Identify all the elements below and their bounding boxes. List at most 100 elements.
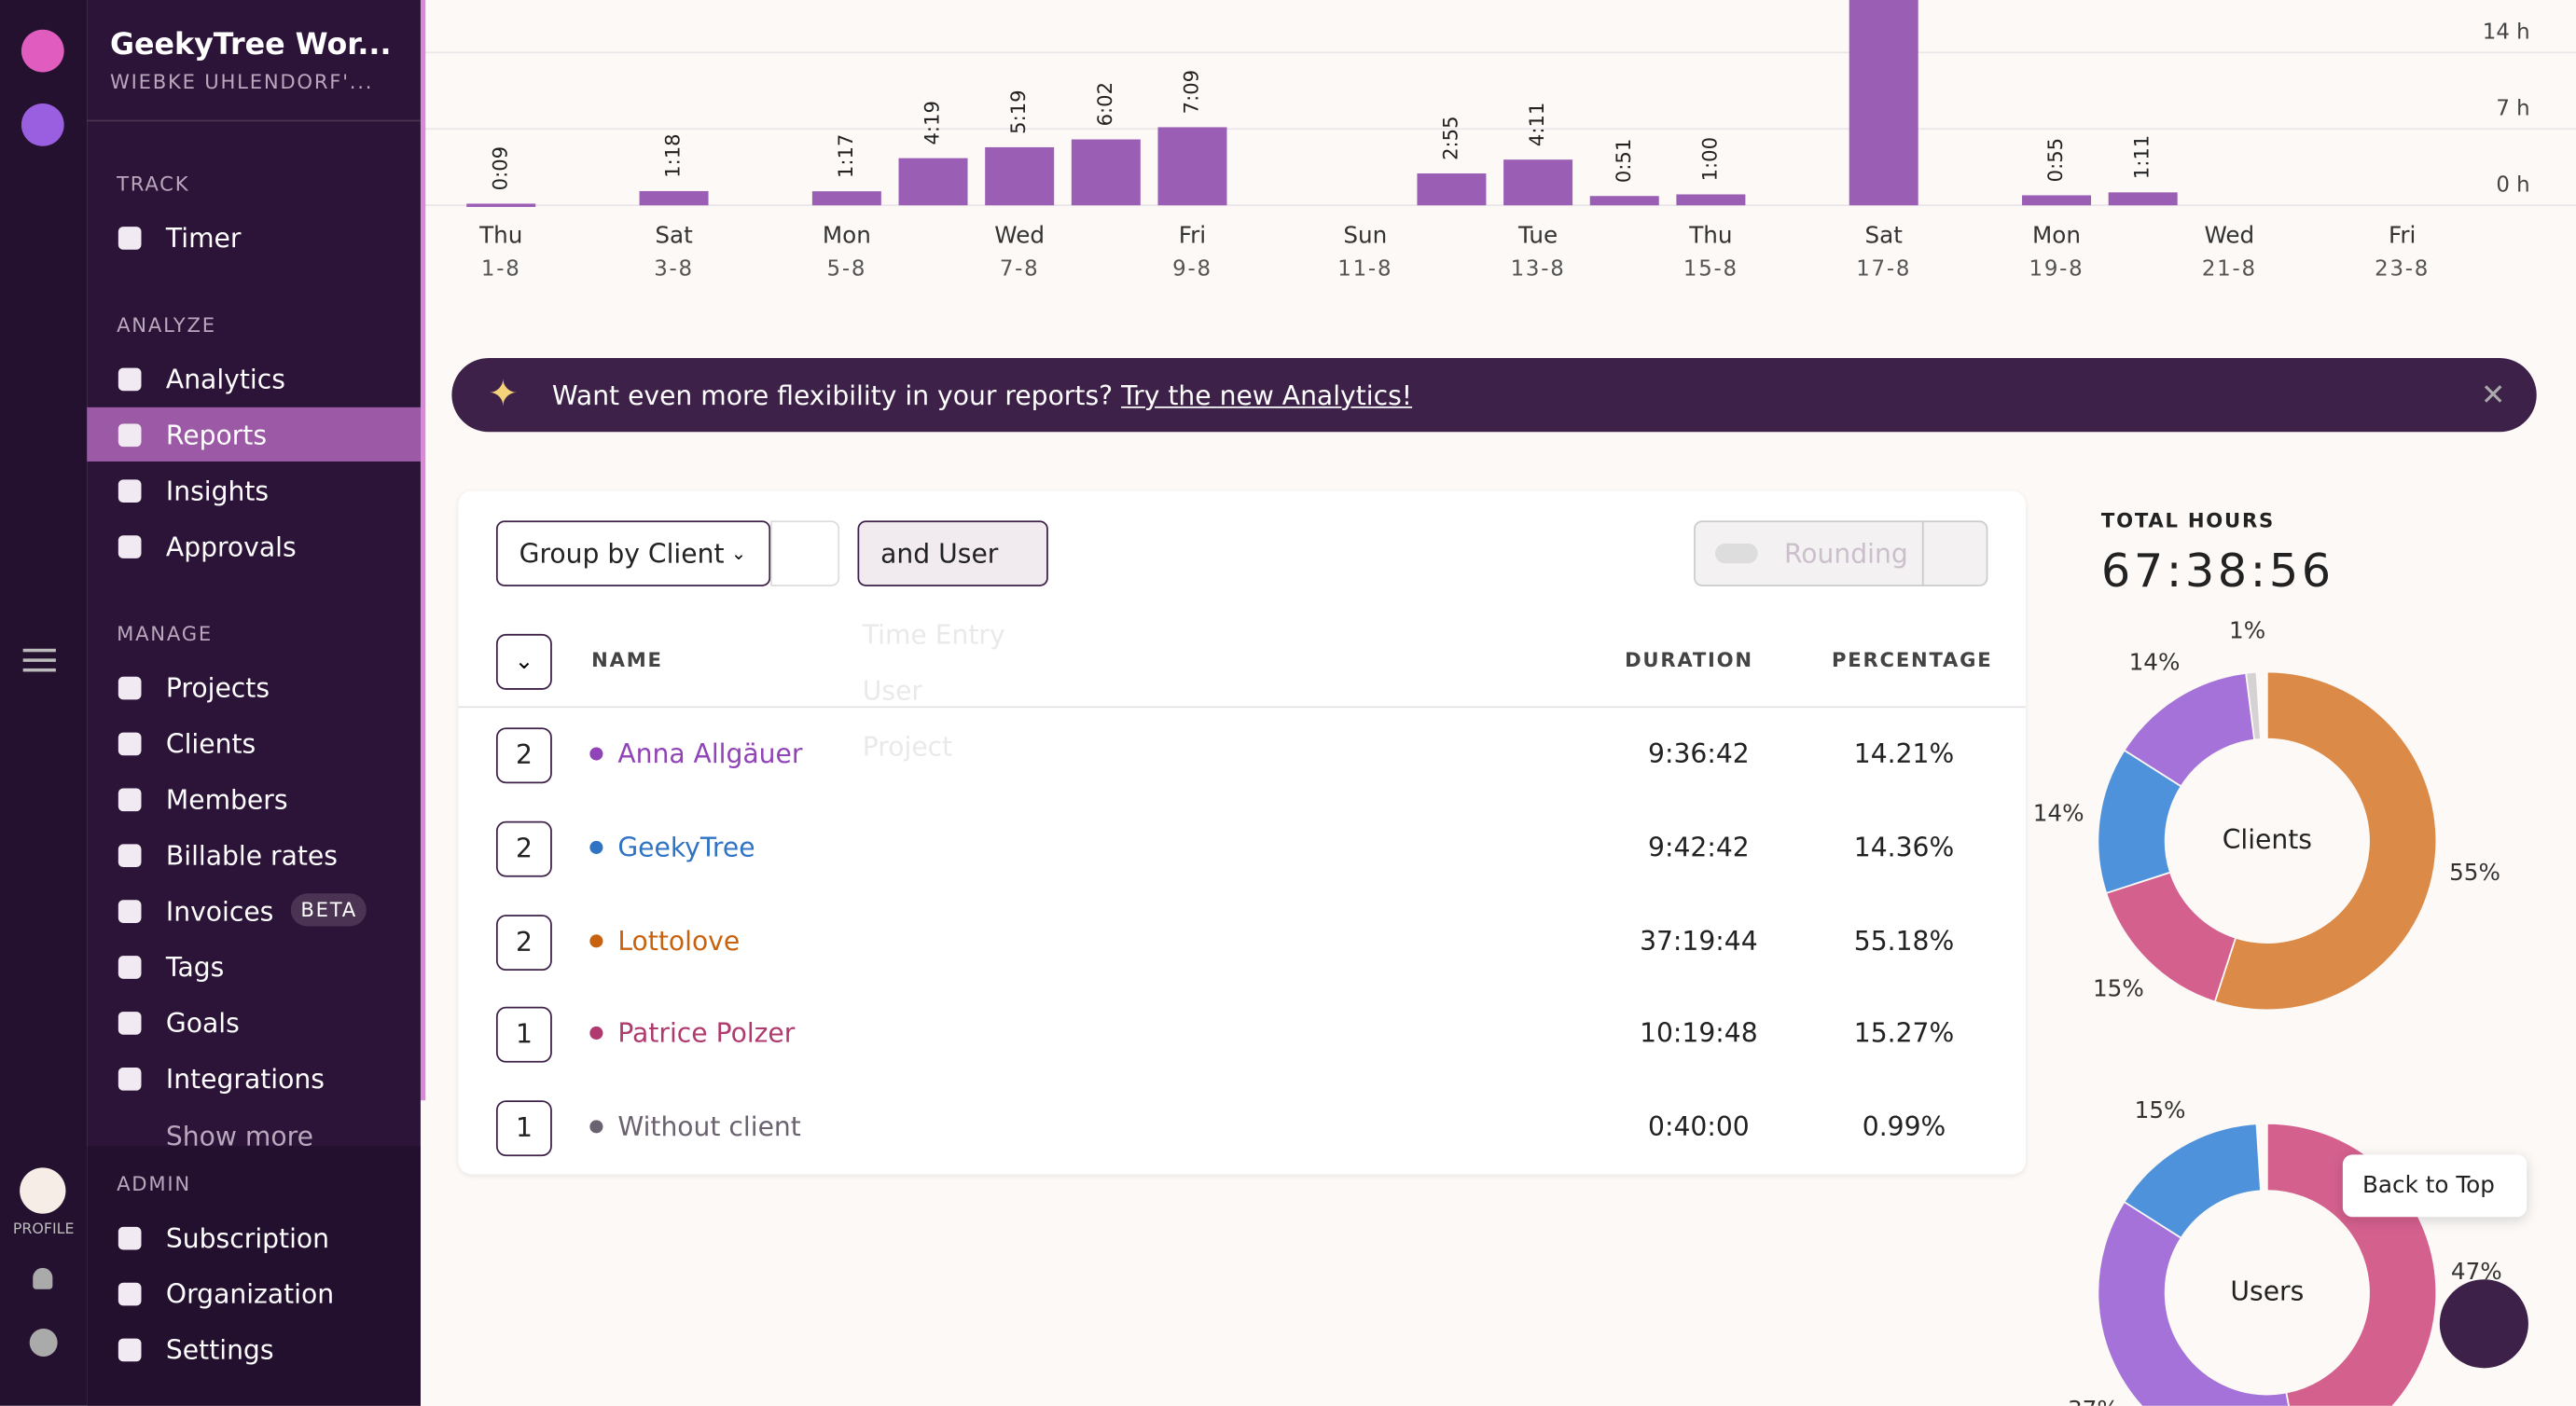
track-app-button[interactable]: [21, 103, 64, 146]
row-percentage: 14.21%: [1853, 737, 1955, 770]
and-user-select[interactable]: and User: [857, 520, 1048, 586]
nav-icon: [118, 1338, 142, 1362]
x-tick-date: 3-8: [654, 256, 694, 281]
nav-icon: [118, 423, 142, 448]
count-badge[interactable]: 2: [495, 914, 552, 971]
row-name[interactable]: GeekyTree: [617, 831, 755, 863]
row-percentage: 14.36%: [1853, 831, 1955, 863]
nav-item[interactable]: Subscription: [165, 1222, 330, 1254]
count-badge[interactable]: 2: [495, 820, 552, 877]
row-duration: 10:19:48: [1640, 1017, 1758, 1050]
x-tick-label: Fri: [1179, 222, 1206, 249]
row-name[interactable]: Without client: [617, 1110, 801, 1143]
nav-item[interactable]: Tags: [165, 951, 225, 984]
count-badge[interactable]: 1: [495, 1007, 552, 1064]
row-name[interactable]: Patrice Polzer: [617, 1017, 796, 1050]
nav-item[interactable]: Projects: [165, 672, 270, 704]
nav-item[interactable]: Members: [165, 784, 288, 816]
count-badge[interactable]: 1: [495, 1100, 552, 1157]
value-label: 0:55: [2043, 138, 2067, 182]
x-tick-date: 15-8: [1683, 256, 1738, 281]
y-tick-label: 0 h: [2496, 173, 2529, 198]
workspace-name[interactable]: GeekyTree Wor...: [110, 27, 392, 62]
profile-label: PROFILE: [12, 1221, 75, 1239]
nav-item[interactable]: Timer: [165, 222, 242, 255]
rounding-toggle[interactable]: Rounding: [1694, 520, 1924, 586]
x-tick-label: Fri: [2389, 222, 2416, 249]
slice-label: 1%: [2229, 616, 2265, 643]
x-tick-date: 19-8: [2029, 256, 2084, 281]
sidebar: GeekyTree Wor... WIEBKE UHLENDORF'... TR…: [87, 0, 421, 1406]
timer-button[interactable]: [21, 29, 64, 73]
nav-icon: [118, 1067, 142, 1091]
nav-item[interactable]: Clients: [165, 728, 256, 760]
row-percentage: 15.27%: [1853, 1017, 1955, 1050]
slice-label: 14%: [2129, 649, 2181, 676]
summary-panel: TOTAL HOURS 67:38:56: [2037, 492, 2576, 1405]
show-more[interactable]: Show more: [165, 1121, 313, 1152]
x-tick-date: 1-8: [481, 256, 521, 281]
y-tick-label: 14 h: [2483, 21, 2530, 45]
chat-button[interactable]: [2439, 1279, 2528, 1369]
value-label: 6:02: [1093, 82, 1116, 126]
group-by-select[interactable]: Group by Client ⌄: [495, 520, 771, 586]
value-label: 1:17: [834, 134, 857, 178]
section-title: ADMIN: [117, 1172, 191, 1196]
donut-slice: [2245, 670, 2262, 741]
bar: [898, 158, 968, 206]
report-card: Group by Client ⌄ and User Time Entry Use…: [458, 490, 2026, 1175]
sparkle-icon: ✦: [488, 374, 519, 416]
menu-option[interactable]: User: [862, 674, 923, 707]
nav-item[interactable]: Invoices: [165, 895, 274, 928]
row-name[interactable]: Lottolove: [617, 924, 741, 957]
color-dot: [589, 747, 603, 761]
back-to-top[interactable]: Back to Top: [2342, 1154, 2528, 1218]
section-title: TRACK: [117, 172, 190, 196]
row-name[interactable]: Anna Allgäuer: [617, 737, 803, 770]
nav-icon: [118, 535, 142, 558]
nav-item[interactable]: Integrations: [165, 1063, 325, 1096]
banner-close[interactable]: ✕: [2480, 379, 2506, 414]
menu-option[interactable]: Time Entry: [862, 619, 1005, 651]
value-label: 2:55: [1438, 116, 1461, 159]
collapse-menu[interactable]: [22, 648, 56, 653]
x-tick-label: Sat: [655, 222, 693, 249]
search-button[interactable]: [770, 520, 840, 586]
rounding-settings[interactable]: [1921, 520, 1988, 586]
x-tick-date: 21-8: [2202, 256, 2257, 281]
slice-label: 55%: [2449, 859, 2500, 886]
nav-item[interactable]: Insights: [165, 475, 270, 507]
column-header[interactable]: DURATION: [1625, 648, 1753, 672]
nav-item[interactable]: Analytics: [165, 364, 285, 395]
group-menu: Time Entry User Project: [833, 606, 1071, 787]
slice-label: 14%: [2033, 800, 2084, 827]
column-header[interactable]: PERCENTAGE: [1832, 648, 1993, 672]
banner-link[interactable]: Try the new Analytics!: [1121, 379, 1413, 412]
switch: [1714, 544, 1758, 564]
count-badge[interactable]: 2: [495, 727, 552, 784]
nav-item[interactable]: Settings: [165, 1334, 274, 1366]
nav-item[interactable]: Billable rates: [165, 839, 338, 872]
nav-item[interactable]: Organization: [165, 1278, 335, 1310]
color-dot: [589, 933, 603, 947]
nav-item[interactable]: Goals: [165, 1007, 240, 1040]
menu-option[interactable]: Project: [862, 730, 953, 763]
bar: [985, 146, 1055, 206]
nav-icon: [118, 900, 142, 923]
x-tick-label: Mon: [2032, 222, 2081, 249]
column-header[interactable]: NAME: [591, 648, 663, 672]
x-tick-date: 13-8: [1511, 256, 1566, 281]
nav-icon: [118, 227, 142, 250]
avatar[interactable]: [20, 1167, 66, 1214]
nav-item[interactable]: Approvals: [165, 531, 297, 563]
nav-icon: [118, 1012, 142, 1035]
bar: [1417, 173, 1487, 206]
and-user-label: and User: [880, 537, 999, 570]
bar: [1503, 159, 1573, 206]
notifications[interactable]: [33, 1267, 53, 1289]
nav-item[interactable]: Reports: [165, 420, 268, 451]
expand-all[interactable]: ⌄: [495, 633, 552, 690]
help[interactable]: [29, 1329, 58, 1357]
bar: [639, 190, 709, 206]
